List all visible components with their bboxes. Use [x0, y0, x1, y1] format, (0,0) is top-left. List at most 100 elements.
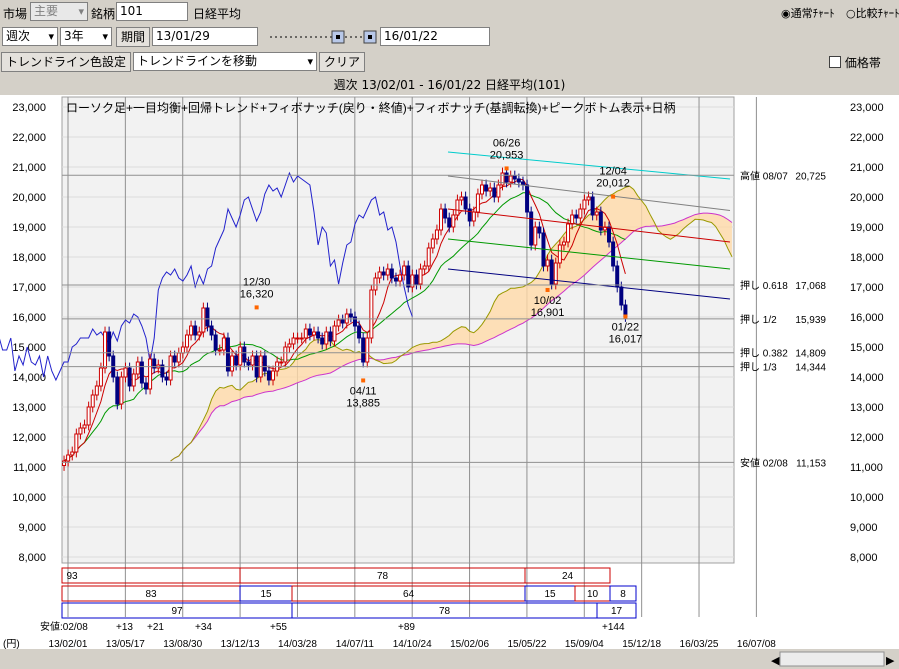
y-tick-left: 10,000 [12, 492, 46, 504]
candle-body [98, 367, 103, 387]
period-slider[interactable] [262, 29, 378, 45]
scrollbar-thumb[interactable] [779, 651, 885, 667]
checkbox-icon [829, 56, 841, 68]
candle-body [287, 343, 292, 348]
higara-count: 24 [562, 571, 574, 582]
candle-body [299, 337, 304, 340]
y-tick-right: 12,000 [850, 432, 884, 444]
candle-body [66, 454, 71, 462]
candle-body [525, 184, 530, 213]
y-tick-left: 15,000 [12, 342, 46, 354]
kijun-line [63, 192, 626, 462]
start-date-input[interactable]: 13/01/29 [152, 27, 258, 46]
tenkan-line [63, 179, 626, 462]
scroll-right-icon[interactable]: ▶ [886, 655, 895, 667]
trend-lower-line [447, 268, 731, 300]
y-tick-right: 19,000 [850, 222, 884, 234]
candle-body [324, 331, 329, 345]
candle-body [160, 364, 165, 378]
y-tick-left: 17,000 [12, 282, 46, 294]
y-tick-left: 16,000 [12, 312, 46, 324]
candle-body [471, 211, 476, 222]
higara-marker: +89 [398, 622, 415, 633]
candle-body [139, 361, 144, 384]
candle-body [389, 268, 394, 279]
candle-body [578, 208, 583, 219]
peak-date: 06/26 [493, 137, 521, 149]
interval-select[interactable]: 週次 [2, 27, 58, 46]
clear-button[interactable]: クリア [319, 52, 365, 72]
candle-body [312, 331, 316, 336]
radio-normal-chart[interactable]: ◉通常ﾁｬｰﾄ [781, 5, 835, 21]
higara-marker: +13 [116, 622, 133, 633]
x-unit-label: (円) [3, 639, 20, 650]
y-tick-right: 10,000 [850, 492, 884, 504]
y-tick-left: 21,000 [12, 162, 46, 174]
higara-count: 97 [171, 606, 183, 617]
period-button[interactable]: 期間 [116, 27, 150, 47]
candle-body [402, 265, 407, 276]
stock-chart[interactable]: 23,000 23,000 22,000 22,000 21,000 21,000 20,0… [0, 95, 899, 669]
x-tick: 14/03/28 [278, 639, 317, 650]
senkou-span-b-line [170, 212, 733, 462]
toolbar-market: 市場 主要 銘柄 101 日経平均 ◉通常ﾁｬｰﾄ ○比較ﾁｬｰﾄ [0, 0, 899, 25]
scroll-left-icon[interactable]: ◀ [771, 655, 780, 667]
trendline-color-button[interactable]: トレンドライン色設定 [1, 52, 131, 72]
market-select[interactable]: 主要 [30, 2, 88, 21]
candle-body [123, 367, 128, 378]
candle-body [410, 274, 415, 288]
trendline-mode-select[interactable]: トレンドラインを移動 [133, 52, 317, 71]
candle-body [373, 277, 378, 291]
candle-body [279, 361, 284, 364]
y-tick-left: 11,000 [13, 462, 46, 474]
x-tick: 14/10/24 [393, 639, 432, 650]
candle-body [70, 451, 75, 456]
candle-body [434, 229, 439, 240]
candle-body [242, 346, 247, 363]
candle-body [422, 265, 427, 270]
end-date-input[interactable]: 16/01/22 [380, 27, 490, 46]
y-tick-right: 15,000 [850, 342, 884, 354]
candle-body [365, 337, 370, 363]
chart-header: 週次 13/02/01 - 16/01/22 日経平均(101) [0, 75, 899, 96]
candle-body [496, 184, 501, 198]
candle-body [246, 361, 251, 366]
candle-body [201, 307, 206, 333]
x-tick: 13/08/30 [163, 639, 202, 650]
candle-body [86, 406, 91, 426]
horizontal-scrollbar[interactable] [0, 649, 899, 669]
radio-compare-chart[interactable]: ○比較ﾁｬｰﾄ [846, 5, 899, 21]
candle-body [316, 331, 321, 339]
peak-marker [361, 378, 366, 383]
range-select[interactable]: 3年 [60, 27, 112, 46]
candle-body [320, 337, 325, 345]
fib-label: 押し 1/3 [740, 361, 777, 374]
price-band-checkbox[interactable]: 価格帯 [829, 54, 881, 71]
candle-body [488, 187, 493, 192]
peak-marker [623, 314, 628, 319]
candle-body [582, 199, 587, 210]
candle-body [414, 274, 419, 285]
candle-body [82, 424, 87, 429]
code-input[interactable]: 101 [116, 2, 188, 21]
candle-body [62, 460, 67, 466]
candle-body [262, 355, 267, 372]
candle-body [443, 208, 448, 219]
candle-body [295, 337, 300, 340]
candle-body [406, 265, 411, 288]
higara-count: 8 [620, 589, 626, 600]
candle-body [508, 175, 513, 183]
candle-body [90, 394, 95, 408]
peak-date: 01/22 [612, 321, 640, 333]
peak-date: 12/04 [599, 166, 627, 178]
chart-indicator-title: ローソク足+一目均衡+回帰トレンド+フィボナッチ(戻り・終値)+フィボナッチ(基… [66, 100, 676, 115]
y-tick-left: 9,000 [18, 522, 46, 534]
candle-body [467, 208, 472, 222]
candle-body [348, 313, 353, 318]
candle-body [447, 217, 452, 228]
y-tick-left: 13,000 [12, 402, 46, 414]
candle-body [230, 355, 235, 372]
y-tick-right: 20,000 [850, 192, 884, 204]
fib-value: 14,809 [795, 349, 826, 360]
candle-body [385, 268, 390, 276]
